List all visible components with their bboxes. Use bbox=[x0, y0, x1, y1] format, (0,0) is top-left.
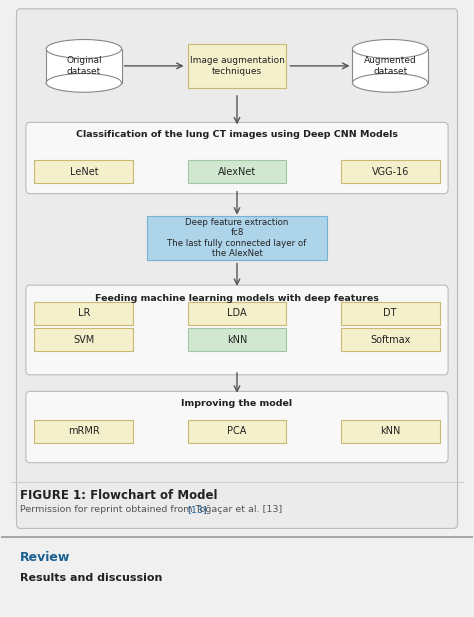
Text: [13]: [13] bbox=[188, 505, 207, 515]
Text: LR: LR bbox=[78, 308, 90, 318]
FancyBboxPatch shape bbox=[35, 328, 133, 352]
Ellipse shape bbox=[46, 39, 121, 59]
FancyBboxPatch shape bbox=[46, 49, 121, 83]
Text: Classification of the lung CT images using Deep CNN Models: Classification of the lung CT images usi… bbox=[76, 130, 398, 139]
FancyBboxPatch shape bbox=[341, 328, 439, 352]
FancyBboxPatch shape bbox=[35, 420, 133, 443]
FancyBboxPatch shape bbox=[26, 285, 448, 375]
Text: kNN: kNN bbox=[227, 335, 247, 345]
FancyBboxPatch shape bbox=[17, 9, 457, 528]
Text: mRMR: mRMR bbox=[68, 426, 100, 436]
Text: PCA: PCA bbox=[228, 426, 246, 436]
FancyBboxPatch shape bbox=[188, 328, 286, 352]
FancyBboxPatch shape bbox=[188, 160, 286, 183]
Ellipse shape bbox=[353, 39, 428, 59]
FancyBboxPatch shape bbox=[341, 160, 439, 183]
Text: Deep feature extraction
fc8
The last fully connected layer of
the AlexNet: Deep feature extraction fc8 The last ful… bbox=[167, 218, 307, 258]
FancyBboxPatch shape bbox=[147, 216, 327, 260]
FancyBboxPatch shape bbox=[188, 420, 286, 443]
FancyBboxPatch shape bbox=[35, 160, 133, 183]
FancyBboxPatch shape bbox=[26, 122, 448, 194]
Text: Softmax: Softmax bbox=[370, 335, 410, 345]
FancyBboxPatch shape bbox=[341, 420, 439, 443]
Text: Augmented
dataset: Augmented dataset bbox=[364, 56, 417, 75]
FancyBboxPatch shape bbox=[188, 302, 286, 325]
Text: DT: DT bbox=[383, 308, 397, 318]
Text: FIGURE 1: Flowchart of Model: FIGURE 1: Flowchart of Model bbox=[20, 489, 218, 502]
Text: Permission for reprint obtained from Toğaçar et al. [13]: Permission for reprint obtained from Toğ… bbox=[20, 505, 283, 515]
Text: VGG-16: VGG-16 bbox=[372, 167, 409, 176]
Text: SVM: SVM bbox=[73, 335, 94, 345]
Text: Feeding machine learning models with deep features: Feeding machine learning models with dee… bbox=[95, 294, 379, 302]
Text: Improving the model: Improving the model bbox=[182, 399, 292, 408]
Text: Review: Review bbox=[20, 551, 71, 564]
Text: AlexNet: AlexNet bbox=[218, 167, 256, 176]
Text: Image augmentation
techniques: Image augmentation techniques bbox=[190, 56, 284, 75]
Text: kNN: kNN bbox=[380, 426, 401, 436]
FancyBboxPatch shape bbox=[341, 302, 439, 325]
Text: LeNet: LeNet bbox=[70, 167, 98, 176]
FancyBboxPatch shape bbox=[353, 49, 428, 83]
Ellipse shape bbox=[353, 73, 428, 93]
Text: LDA: LDA bbox=[227, 308, 247, 318]
Text: Original
dataset: Original dataset bbox=[66, 56, 101, 75]
Text: Results and discussion: Results and discussion bbox=[20, 573, 163, 582]
FancyBboxPatch shape bbox=[35, 302, 133, 325]
Ellipse shape bbox=[46, 73, 121, 93]
FancyBboxPatch shape bbox=[26, 391, 448, 463]
FancyBboxPatch shape bbox=[188, 44, 286, 88]
